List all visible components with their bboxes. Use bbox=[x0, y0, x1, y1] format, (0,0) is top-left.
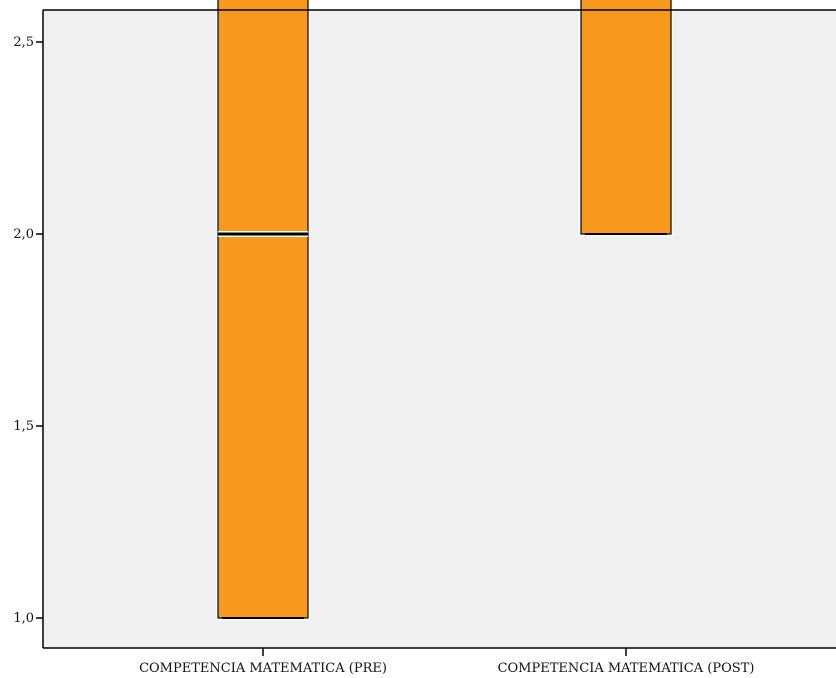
box-iqr bbox=[217, 0, 309, 619]
plot-area bbox=[43, 10, 836, 648]
x-category-label: COMPETENCIA MATEMATICA (PRE) bbox=[139, 661, 387, 676]
y-ticks: 1,01,52,02,53,03,54,0 bbox=[13, 35, 43, 626]
box-group-pre bbox=[216, 0, 310, 620]
y-tick-label: 1,5 bbox=[13, 419, 34, 434]
y-tick-label: 2,0 bbox=[13, 227, 34, 242]
x-ticks: COMPETENCIA MATEMATICA (PRE) COMPETENCIA … bbox=[139, 648, 754, 676]
y-tick-label: 1,0 bbox=[13, 611, 34, 626]
y-tick-label: 2,5 bbox=[13, 35, 34, 50]
x-category-label: COMPETENCIA MATEMATICA (POST) bbox=[498, 661, 755, 676]
box-group-post bbox=[579, 0, 673, 236]
box-iqr bbox=[580, 0, 672, 235]
boxes-layer bbox=[216, 0, 673, 620]
